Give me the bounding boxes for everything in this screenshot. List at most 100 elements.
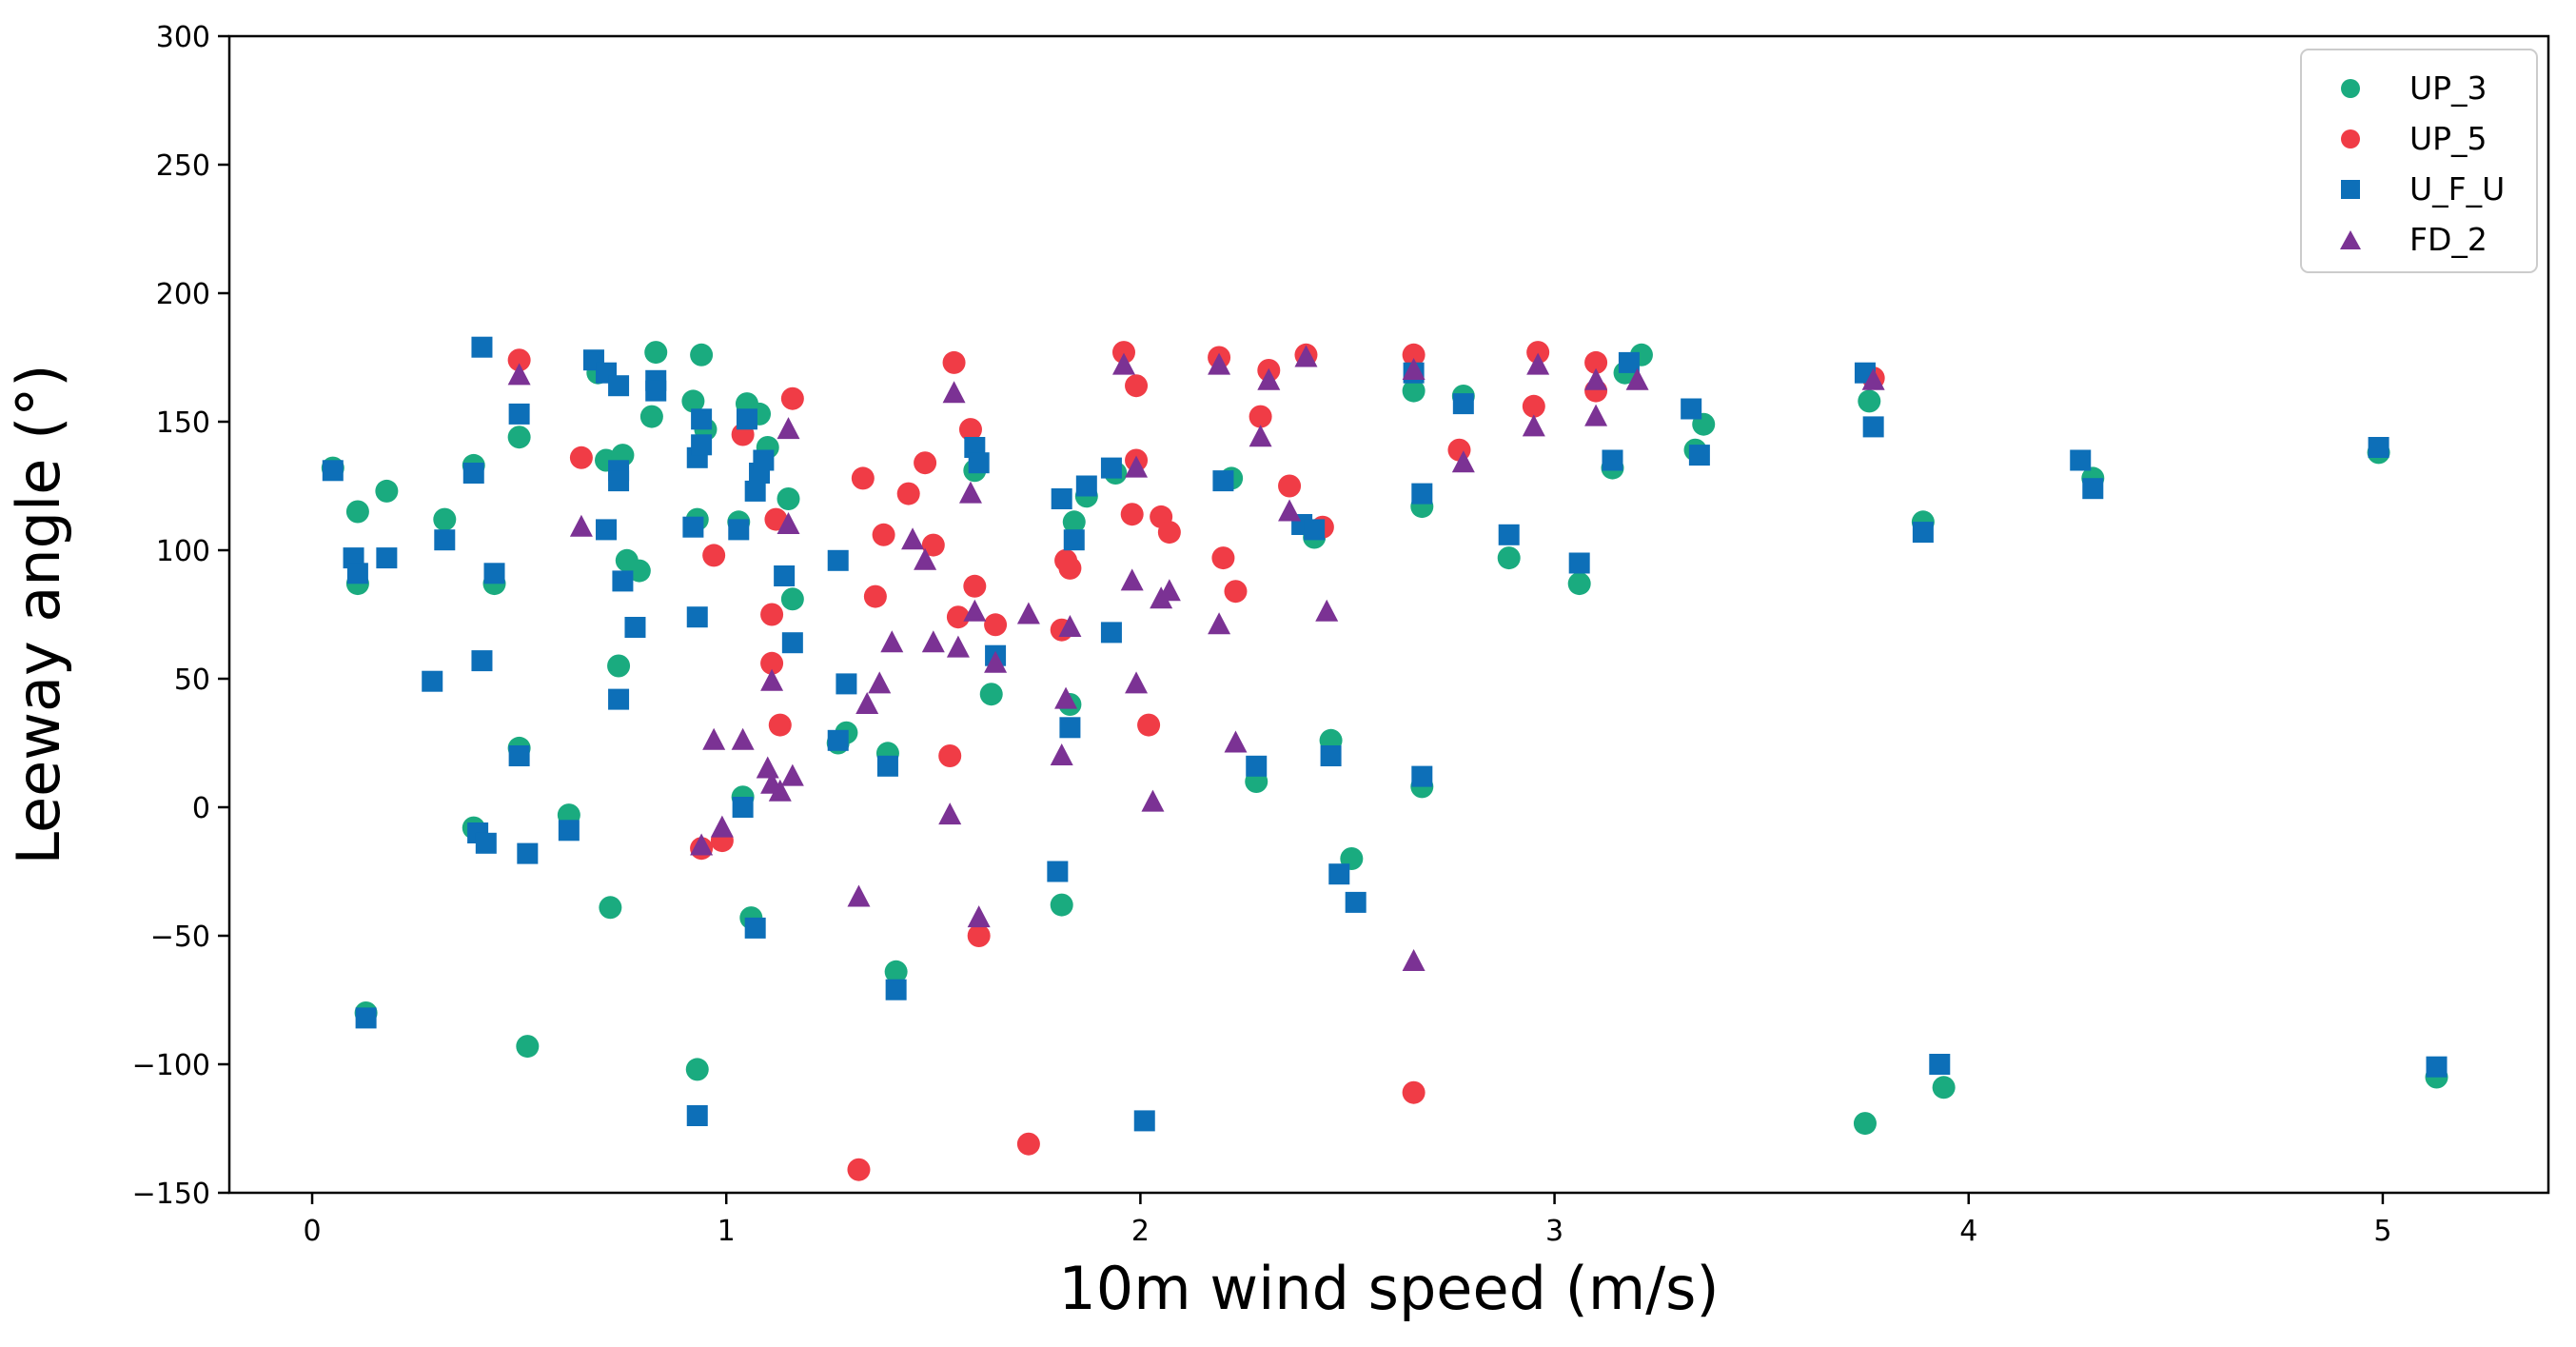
data-point-u-f-u [508,403,530,425]
data-point-u-f-u [471,650,493,672]
data-point-fd-2 [1058,615,1082,637]
data-point-u-f-u [1452,393,1474,415]
data-point-up-3 [1402,379,1426,403]
data-point-fd-2 [1208,352,1231,375]
data-point-u-f-u [728,519,750,541]
data-point-up-5 [1120,503,1144,526]
y-tick-label: 200 [156,278,210,311]
x-tick-label: 5 [2373,1215,2391,1248]
data-point-fd-2 [1208,612,1231,635]
data-point-up-3 [979,683,1003,706]
data-point-up-3 [1853,1112,1877,1136]
data-point-up-3 [685,1058,709,1081]
data-point-u-f-u [558,820,580,842]
data-point-up-3 [1062,510,1086,534]
legend-label-up3: UP_3 [2409,69,2488,107]
data-point-fd-2 [1125,671,1149,694]
data-point-u-f-u [686,1105,708,1126]
data-point-u-f-u [1688,445,1710,466]
data-point-u-f-u [736,408,757,430]
legend-label-up5: UP_5 [2409,120,2488,157]
data-point-u-f-u [1568,552,1590,574]
data-point-u-f-u [624,617,646,638]
data-point-u-f-u [434,529,456,551]
data-point-u-f-u [1320,745,1342,766]
data-point-u-f-u [1681,398,1702,420]
data-point-up-5 [1402,1080,1426,1104]
data-point-u-f-u [475,832,497,854]
data-point-up-5 [847,1158,871,1181]
data-point-u-f-u [508,745,530,766]
data-point-u-f-u [1411,483,1433,505]
y-tick-label: 0 [192,792,210,825]
data-point-fd-2 [1315,599,1339,622]
data-point-u-f-u [1059,717,1081,739]
data-point-up-3 [627,559,651,583]
data-point-fd-2 [1224,730,1248,753]
data-point-up-3 [516,1035,540,1059]
data-point-up-3 [884,960,908,983]
data-points [321,336,2448,1181]
data-point-u-f-u [1411,765,1433,787]
data-point-fd-2 [1402,949,1426,971]
plot-area [227,34,2550,1195]
data-point-u-f-u [781,632,803,654]
data-point-fd-2 [569,514,593,537]
data-point-u-f-u [686,606,708,628]
data-point-u-f-u [1345,891,1367,913]
data-point-up-3 [639,405,663,428]
data-point-fd-2 [967,905,991,928]
data-point-fd-2 [1625,367,1649,390]
data-point-fd-2 [914,547,937,570]
data-point-fd-2 [1141,789,1165,812]
data-point-fd-2 [1054,686,1078,709]
y-tick-label: −100 [132,1049,210,1082]
data-point-fd-2 [901,527,925,550]
data-point-up-3 [507,426,531,449]
data-point-fd-2 [847,884,871,907]
data-point-up-3 [345,500,369,524]
data-point-u-f-u [2368,437,2389,458]
data-point-up-5 [1584,350,1608,374]
data-point-up-3 [607,654,631,678]
data-point-u-f-u [1246,755,1268,777]
data-point-fd-2 [690,833,714,856]
data-point-up-5 [967,924,991,947]
y-tick-label: −150 [132,1178,210,1211]
data-point-up-3 [780,587,804,611]
data-point-u-f-u [876,755,898,777]
data-point-u-f-u [1498,524,1520,545]
data-point-u-f-u [691,434,713,456]
data-point-u-f-u [753,449,775,471]
data-point-fd-2 [958,481,982,504]
data-point-fd-2 [1861,367,1885,390]
data-point-up-5 [1137,713,1161,737]
data-point-up-5 [768,713,792,737]
legend-marker-ufu [2341,180,2360,199]
data-point-u-f-u [376,547,398,569]
x-tick-label: 0 [303,1215,321,1248]
data-point-u-f-u [1047,861,1069,882]
data-point-up-5 [851,466,875,490]
data-point-fd-2 [1249,425,1272,447]
data-point-u-f-u [774,565,796,586]
legend-marker-up3 [2341,79,2360,98]
data-point-up-5 [938,744,962,767]
data-point-fd-2 [777,417,800,440]
data-point-fd-2 [921,630,945,653]
data-point-u-f-u [517,842,539,864]
data-point-up-5 [1278,474,1302,498]
data-point-fd-2 [710,815,734,838]
data-point-up-5 [958,418,982,442]
data-point-fd-2 [1451,450,1475,473]
data-point-fd-2 [868,671,892,694]
data-point-fd-2 [1111,352,1135,375]
data-point-up-5 [1016,1132,1040,1156]
data-point-fd-2 [768,779,792,802]
data-point-u-f-u [1929,1054,1951,1075]
data-point-u-f-u [744,480,766,502]
data-point-u-f-u [827,549,849,571]
data-point-u-f-u [1328,863,1350,885]
y-tick-label: −50 [150,921,210,954]
